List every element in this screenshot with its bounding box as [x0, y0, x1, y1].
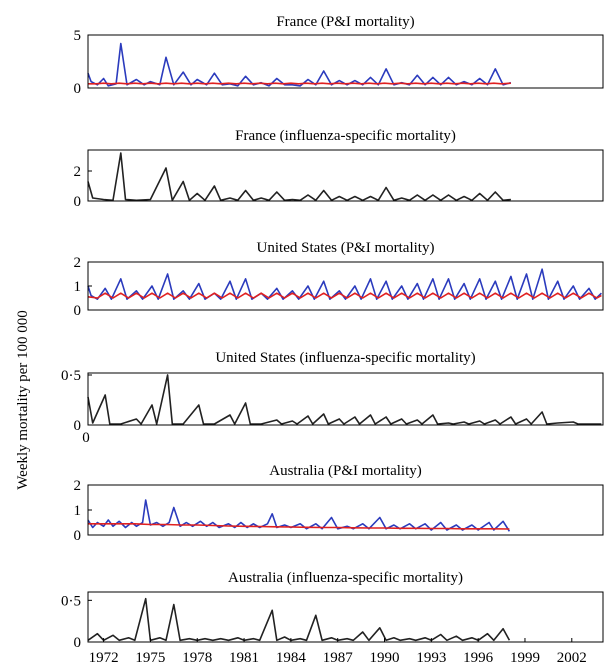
y-tick-label: 0	[74, 194, 82, 210]
panel-6: Australia (influenza-specific mortality)…	[61, 570, 604, 666]
y-tick-label: 0·5	[61, 593, 81, 609]
series-line-1	[87, 42, 512, 87]
x-tick-label: 1984	[276, 650, 307, 666]
y-tick-label: 1	[74, 279, 82, 295]
panel-3: United States (P&I mortality) 0 1 2	[74, 240, 604, 319]
x-tick-label: 1993	[416, 650, 446, 666]
x-tick-label: 1978	[182, 650, 212, 666]
y-tick-label: 0	[74, 81, 82, 97]
panel-title: Australia (influenza-specific mortality)	[228, 570, 463, 586]
x-tick-label: 2002	[557, 650, 587, 666]
y-tick-label: 0	[74, 528, 82, 544]
panel-title: United States (influenza-specific mortal…	[215, 350, 475, 366]
series-line-1	[87, 152, 511, 202]
x-tick-label: 1999	[510, 650, 540, 666]
panel-5: Australia (P&I mortality) 0 1 2	[74, 463, 604, 544]
plot-frame	[87, 372, 604, 426]
plot-frame	[87, 34, 604, 89]
plot-frame	[87, 261, 604, 311]
y-tick-label: 2	[74, 478, 82, 494]
panel-2: France (influenza-specific mortality) 0 2	[74, 128, 604, 210]
y-tick-label: 0·5	[61, 368, 81, 384]
panel-title: Australia (P&I mortality)	[269, 463, 421, 479]
y-tick-label: 0	[82, 430, 90, 446]
series-line-2	[88, 523, 510, 530]
series-line-1	[87, 597, 511, 642]
x-tick-label: 1990	[370, 650, 400, 666]
series-line-2	[88, 82, 511, 85]
y-tick-label: 0	[74, 635, 82, 651]
plot-frame	[87, 591, 604, 643]
x-tick-label: 1972	[89, 650, 119, 666]
panel-title: United States (P&I mortality)	[257, 240, 435, 256]
y-tick-label: 2	[74, 164, 82, 180]
panel-title: France (P&I mortality)	[276, 14, 414, 30]
series-line-2	[87, 292, 602, 299]
series-line-1	[87, 374, 602, 425]
panel-title: France (influenza-specific mortality)	[235, 128, 456, 144]
x-tick-label: 1996	[463, 650, 494, 666]
x-tick-label: 1981	[229, 650, 259, 666]
panel-4: United States (influenza-specific mortal…	[61, 350, 604, 446]
plot-frame	[87, 149, 604, 202]
panels: France (P&I mortality) 0 5 France (influenz…	[61, 14, 604, 666]
y-tick-label: 0	[74, 418, 82, 434]
x-tick-label: 1987	[323, 650, 354, 666]
x-tick-label: 1975	[135, 650, 165, 666]
y-tick-label: 5	[74, 28, 82, 44]
panel-1: France (P&I mortality) 0 5	[74, 14, 604, 97]
y-tick-label: 0	[74, 303, 82, 319]
y-tick-label: 1	[74, 503, 82, 519]
y-axis-label: Weekly mortality per 100 000	[15, 310, 31, 490]
y-tick-label: 2	[74, 255, 82, 271]
